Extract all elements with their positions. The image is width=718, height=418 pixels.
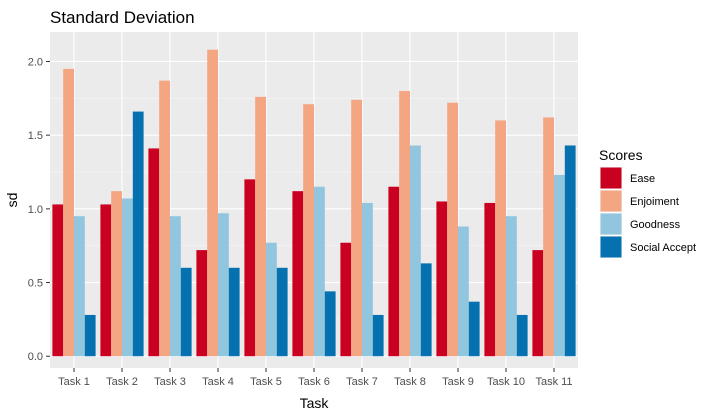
x-tick-label: Task 5	[250, 376, 282, 388]
bar	[276, 267, 288, 357]
bar	[447, 102, 458, 357]
bar	[218, 213, 229, 357]
bar	[170, 216, 181, 357]
bar	[362, 202, 373, 357]
bar	[244, 179, 256, 357]
bar	[506, 216, 517, 357]
legend-label: Goodness	[630, 219, 681, 231]
y-tick-label: 1.5	[28, 130, 43, 142]
x-tick-label: Task 7	[346, 376, 378, 388]
bar	[63, 68, 74, 357]
bar	[228, 267, 240, 357]
bar	[484, 202, 496, 357]
chart-title: Standard Deviation	[50, 8, 195, 27]
x-tick-label: Task 2	[106, 376, 138, 388]
bar	[468, 301, 480, 357]
x-tick-label: Task 1	[58, 376, 90, 388]
bar	[148, 148, 160, 357]
y-tick-label: 0.5	[28, 278, 43, 290]
y-axis-title: sd	[4, 193, 20, 208]
legend: Scores Ease Enjoiment Goodness Social Accep…	[599, 147, 696, 258]
x-tick-label: Task 8	[394, 376, 426, 388]
y-tick-label: 1.0	[28, 204, 43, 216]
bar	[132, 111, 144, 357]
bar	[324, 291, 336, 357]
y-tick-label: 0.0	[28, 351, 43, 363]
bar	[420, 263, 432, 357]
legend-swatch	[600, 236, 622, 258]
bar	[564, 145, 576, 357]
bar	[292, 191, 304, 357]
bar	[159, 80, 170, 357]
x-tick-label: Task 3	[154, 376, 186, 388]
bar	[436, 201, 448, 357]
bar	[255, 96, 266, 357]
bar	[52, 204, 64, 357]
bar	[399, 90, 410, 357]
bar	[340, 242, 352, 357]
legend-label: Social Accept	[630, 242, 696, 254]
bar	[532, 250, 544, 357]
bar	[495, 120, 506, 357]
x-axis-title: Task	[300, 395, 330, 411]
x-tick-label: Task 9	[442, 376, 474, 388]
x-tick-label: Task 6	[298, 376, 330, 388]
bar	[84, 314, 96, 357]
bar	[100, 204, 112, 357]
bar	[458, 226, 469, 357]
bar	[516, 314, 528, 357]
bar	[74, 216, 85, 357]
legend-title: Scores	[599, 147, 643, 163]
bar	[554, 174, 565, 357]
legend-swatch	[600, 213, 622, 235]
bar	[303, 104, 314, 357]
bar	[207, 49, 218, 357]
bar	[180, 267, 192, 357]
bar	[122, 198, 133, 357]
bar	[410, 145, 421, 357]
x-tick-label: Task 10	[487, 376, 525, 388]
bar	[314, 186, 325, 357]
legend-label: Ease	[630, 173, 655, 185]
bar	[372, 314, 384, 357]
bar	[543, 117, 554, 357]
x-tick-label: Task 4	[202, 376, 234, 388]
y-axis: 0.0 0.5 1.0 1.5 2.0	[28, 56, 50, 363]
x-tick-label: Task 11	[535, 376, 572, 388]
bar	[351, 99, 362, 357]
bars	[52, 49, 576, 357]
legend-label: Enjoiment	[630, 196, 679, 208]
y-tick-label: 2.0	[28, 56, 43, 68]
bar	[111, 191, 122, 357]
bar	[266, 242, 277, 357]
legend-swatch	[600, 190, 622, 212]
x-axis: Task 1 Task 2 Task 3 Task 4 Task 5 Task 6 Task…	[58, 368, 573, 388]
bar	[196, 250, 208, 357]
legend-swatch	[600, 167, 622, 189]
bar	[388, 186, 400, 357]
